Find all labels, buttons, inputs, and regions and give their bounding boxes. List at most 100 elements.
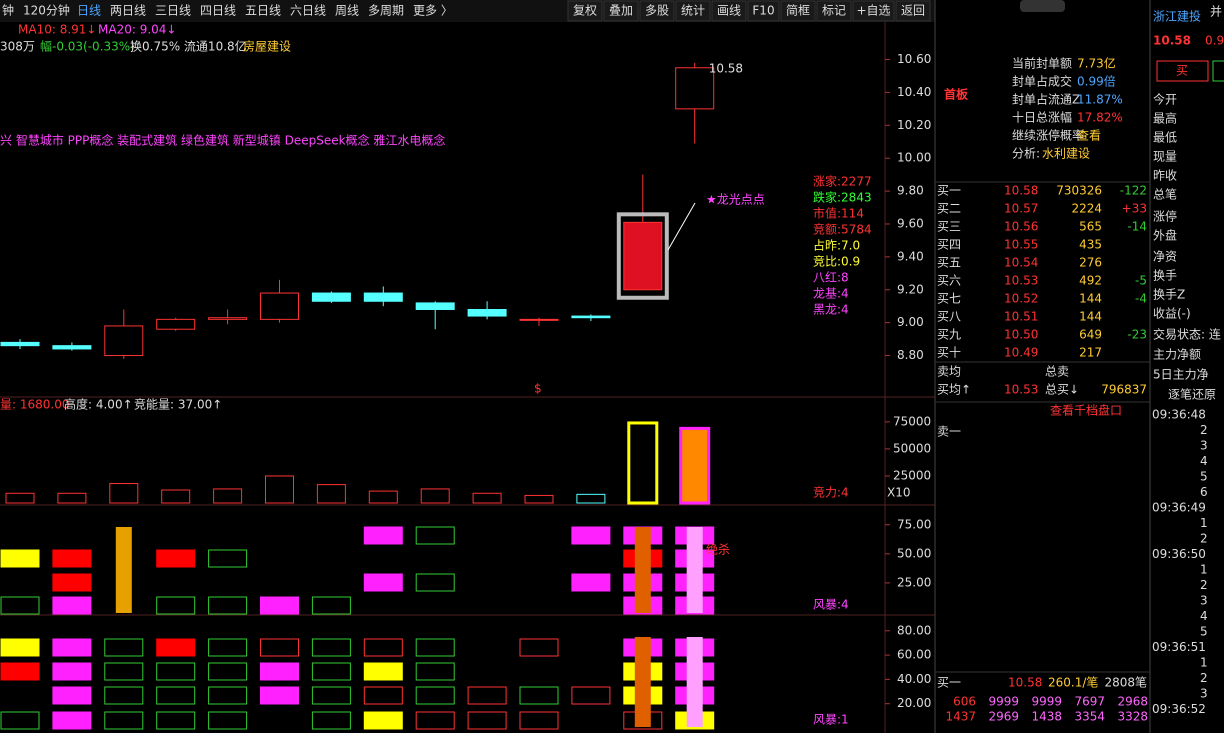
book-delta: -23 <box>1127 328 1147 342</box>
toolbar-button-label[interactable]: 画线 <box>717 4 741 18</box>
y-tick-label: 50000 <box>893 441 931 455</box>
change: 幅-0.03(-0.33%) <box>40 39 135 54</box>
signal-box <box>156 638 196 657</box>
signal-box <box>208 549 248 568</box>
toolbar-button[interactable] <box>711 0 747 22</box>
toolbar-item[interactable]: 日线 <box>77 4 101 18</box>
ma20: MA20: 9.04↓ <box>98 23 176 37</box>
signal-box <box>104 638 144 657</box>
toolbar-button[interactable] <box>675 0 711 22</box>
stock-tag: 并 <box>1210 5 1222 19</box>
signal-box <box>415 662 455 681</box>
signal-box <box>52 686 92 705</box>
side-field: 换手 <box>1153 269 1177 283</box>
y-tick-label: 10.00 <box>897 151 931 165</box>
book-price: 10.57 <box>1004 202 1038 216</box>
toolbar-button[interactable] <box>603 0 639 22</box>
toolbar-item[interactable]: 三日线 <box>155 4 191 18</box>
depth-link[interactable]: 查看千档盘口 <box>1050 403 1122 418</box>
side-field: 今开 <box>1153 92 1177 107</box>
signal-box <box>363 526 403 545</box>
signal-box <box>519 638 559 657</box>
tick-time: 09:36:52 <box>1152 702 1206 716</box>
market-stat: 涨家:2277 <box>813 174 872 189</box>
candle-body <box>363 292 403 302</box>
toolbar-item[interactable]: 120分钟 <box>23 3 70 18</box>
y-tick-label: 25000 <box>893 468 931 482</box>
book-level: 买一 <box>937 184 961 198</box>
toolbar-button-label[interactable]: 叠加 <box>609 4 633 18</box>
toolbar-item[interactable]: 周线 <box>335 4 359 18</box>
toolbar-button-label[interactable]: F10 <box>752 4 774 18</box>
toolbar-button-label[interactable]: 标记 <box>822 4 846 18</box>
signal-box <box>156 549 196 568</box>
toolbar-item[interactable]: 多周期 <box>368 4 404 18</box>
highlight-box <box>616 212 669 300</box>
toolbar-button[interactable] <box>639 0 675 22</box>
toolbar-item[interactable]: 钟 <box>2 3 14 18</box>
market-stat: 竞额:5784 <box>813 223 872 237</box>
signal-box <box>571 686 611 705</box>
toolbar-button[interactable] <box>780 0 816 22</box>
signal-box <box>363 686 403 705</box>
limit-bar <box>634 637 651 727</box>
candle-body <box>415 302 455 310</box>
toolbar-button-label[interactable]: +自选 <box>856 4 890 18</box>
y-tick-label: 60.00 <box>897 648 931 662</box>
candle-body <box>52 345 92 350</box>
book-price: 10.58 <box>1004 184 1038 198</box>
book-field: 总卖 <box>1045 365 1069 379</box>
volume-bar <box>316 484 346 504</box>
toolbar-item[interactable]: 更多 〉 <box>413 4 453 18</box>
side-field: 昨收 <box>1153 169 1177 183</box>
toolbar-button[interactable] <box>852 0 895 22</box>
toolbar-button[interactable] <box>567 0 603 22</box>
y-tick-label: 40.00 <box>897 672 931 686</box>
signal-box <box>52 573 92 592</box>
toolbar-button-label[interactable]: 简框 <box>786 4 810 18</box>
concepts: 兴 智慧城市 PPP概念 装配式建筑 绿色建筑 新型城镇 DeepSeek概念 … <box>0 133 445 148</box>
tick-seq: 1 <box>1200 656 1208 670</box>
volume-bar <box>679 426 711 505</box>
panel-value: 17.82% <box>1077 111 1123 125</box>
toolbar-button-label[interactable]: 复权 <box>573 4 597 18</box>
side-field: 主力净额 <box>1153 348 1201 362</box>
vol-header: 量: 1680.00 <box>0 398 69 412</box>
ask-level: 卖一 <box>937 425 961 439</box>
buy-button[interactable] <box>1156 60 1209 82</box>
y-tick-label: 80.00 <box>897 623 931 637</box>
limit-bar <box>115 527 132 613</box>
sell-button[interactable] <box>1212 60 1224 82</box>
volume-bar <box>472 492 502 504</box>
toolbar-item[interactable]: 五日线 <box>245 4 281 18</box>
y-tick-label: 9.40 <box>897 249 924 263</box>
signal-box <box>52 638 92 657</box>
ma10: MA10: 8.91↓ <box>18 23 96 37</box>
signal-box <box>104 662 144 681</box>
collapse-button[interactable] <box>1020 0 1065 12</box>
toolbar-button-label[interactable]: 多股 <box>645 4 669 18</box>
toolbar-button-label[interactable]: 返回 <box>901 4 925 18</box>
high-label: 10.58 <box>709 61 743 75</box>
toolbar-button[interactable] <box>816 0 852 22</box>
book-price: 10.52 <box>1004 292 1038 306</box>
signal-box <box>571 573 611 592</box>
toolbar-button-label[interactable]: 统计 <box>681 4 705 18</box>
signal-box <box>208 596 248 615</box>
ticks-title: 逐笔还原 <box>1168 387 1216 402</box>
market-stat: 黑龙:4 <box>813 303 849 317</box>
signal-box <box>156 662 196 681</box>
toolbar-item[interactable]: 六日线 <box>290 4 326 18</box>
toolbar-item[interactable]: 两日线 <box>110 4 146 18</box>
signal-box <box>0 638 40 657</box>
signal-box <box>0 662 40 681</box>
toolbar-item[interactable]: 四日线 <box>200 4 236 18</box>
volume-bar <box>57 492 87 504</box>
candle-body <box>260 292 299 320</box>
toolbar-button[interactable] <box>895 0 931 22</box>
buy-label[interactable]: 买 <box>1176 64 1188 78</box>
signal-box <box>415 686 455 705</box>
toolbar-button[interactable] <box>747 0 780 22</box>
book-delta: -14 <box>1127 220 1147 234</box>
